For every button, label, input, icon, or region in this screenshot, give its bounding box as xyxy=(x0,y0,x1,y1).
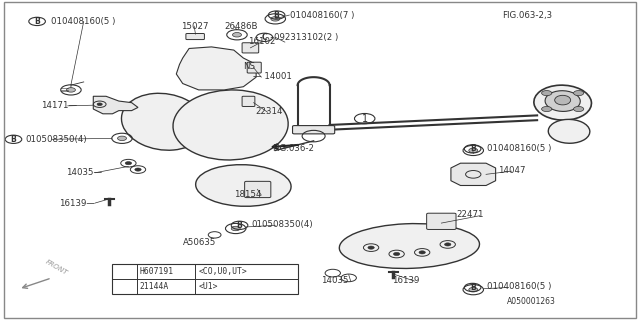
Ellipse shape xyxy=(339,224,479,268)
Circle shape xyxy=(419,251,426,254)
Text: 16139—: 16139— xyxy=(60,198,95,207)
Text: B: B xyxy=(470,144,476,153)
FancyBboxPatch shape xyxy=(292,125,335,134)
Text: <CO,U0,UT>: <CO,U0,UT> xyxy=(198,267,248,276)
Text: FIG.063-2,3: FIG.063-2,3 xyxy=(502,11,552,20)
Text: 15027: 15027 xyxy=(180,22,208,31)
Ellipse shape xyxy=(196,165,291,206)
Ellipse shape xyxy=(122,93,205,150)
Text: <U1>: <U1> xyxy=(198,282,218,291)
Text: B: B xyxy=(34,17,40,26)
Text: 010408160(5 ): 010408160(5 ) xyxy=(487,144,552,153)
Circle shape xyxy=(118,136,127,140)
Text: 010408160(5 ): 010408160(5 ) xyxy=(487,282,552,291)
FancyBboxPatch shape xyxy=(242,43,259,53)
Text: 26486B: 26486B xyxy=(224,22,258,31)
Ellipse shape xyxy=(173,90,288,160)
Text: 1: 1 xyxy=(121,274,127,283)
Text: 092313102(2 ): 092313102(2 ) xyxy=(274,33,339,42)
Text: FRONT: FRONT xyxy=(44,258,68,276)
Ellipse shape xyxy=(555,95,571,105)
Text: B: B xyxy=(237,221,243,230)
Circle shape xyxy=(67,88,76,92)
Text: A50635: A50635 xyxy=(182,238,216,247)
Text: 1: 1 xyxy=(362,114,368,124)
Text: 16139: 16139 xyxy=(392,276,420,285)
FancyBboxPatch shape xyxy=(244,181,271,197)
Ellipse shape xyxy=(548,119,590,143)
Circle shape xyxy=(468,148,477,153)
Bar xyxy=(113,264,298,294)
Text: B: B xyxy=(11,135,17,144)
Text: 010408160(7 ): 010408160(7 ) xyxy=(290,11,355,20)
Circle shape xyxy=(394,252,400,256)
Text: 14035—: 14035— xyxy=(66,168,102,177)
Circle shape xyxy=(135,168,141,171)
Circle shape xyxy=(125,162,132,165)
Text: C: C xyxy=(262,33,268,42)
Polygon shape xyxy=(176,47,256,90)
Text: 22471: 22471 xyxy=(457,210,484,219)
Circle shape xyxy=(541,107,552,112)
Text: FIG.036-2: FIG.036-2 xyxy=(272,144,314,153)
Text: 14035: 14035 xyxy=(321,276,349,285)
Text: 010508350(4): 010508350(4) xyxy=(252,220,314,229)
FancyBboxPatch shape xyxy=(247,62,261,73)
Polygon shape xyxy=(93,96,138,114)
Circle shape xyxy=(368,246,374,249)
Text: 010408160(5 ): 010408160(5 ) xyxy=(51,17,115,26)
Text: 010508350(4): 010508350(4) xyxy=(25,135,86,144)
Circle shape xyxy=(573,107,584,112)
Circle shape xyxy=(231,226,240,231)
Text: 21144A: 21144A xyxy=(140,282,169,291)
Ellipse shape xyxy=(534,85,591,120)
Circle shape xyxy=(232,33,241,37)
Text: 22314: 22314 xyxy=(255,107,282,116)
FancyBboxPatch shape xyxy=(427,213,456,229)
FancyBboxPatch shape xyxy=(242,96,255,107)
Circle shape xyxy=(468,287,477,292)
Ellipse shape xyxy=(545,91,580,111)
Circle shape xyxy=(97,103,102,106)
Text: H607191: H607191 xyxy=(140,267,174,276)
Text: B: B xyxy=(470,283,476,292)
Text: B: B xyxy=(274,11,280,20)
Text: — 14001: — 14001 xyxy=(253,72,292,81)
Text: 14047: 14047 xyxy=(497,166,525,175)
Polygon shape xyxy=(451,163,495,186)
Circle shape xyxy=(573,91,584,96)
Text: 16102: 16102 xyxy=(248,37,276,46)
Text: 14171—: 14171— xyxy=(41,101,77,110)
Circle shape xyxy=(271,17,280,21)
Circle shape xyxy=(541,91,552,96)
Text: NS: NS xyxy=(243,62,255,71)
Circle shape xyxy=(445,243,451,246)
FancyBboxPatch shape xyxy=(186,34,204,40)
Text: A050001263: A050001263 xyxy=(507,297,556,306)
Text: 18154: 18154 xyxy=(234,190,262,199)
